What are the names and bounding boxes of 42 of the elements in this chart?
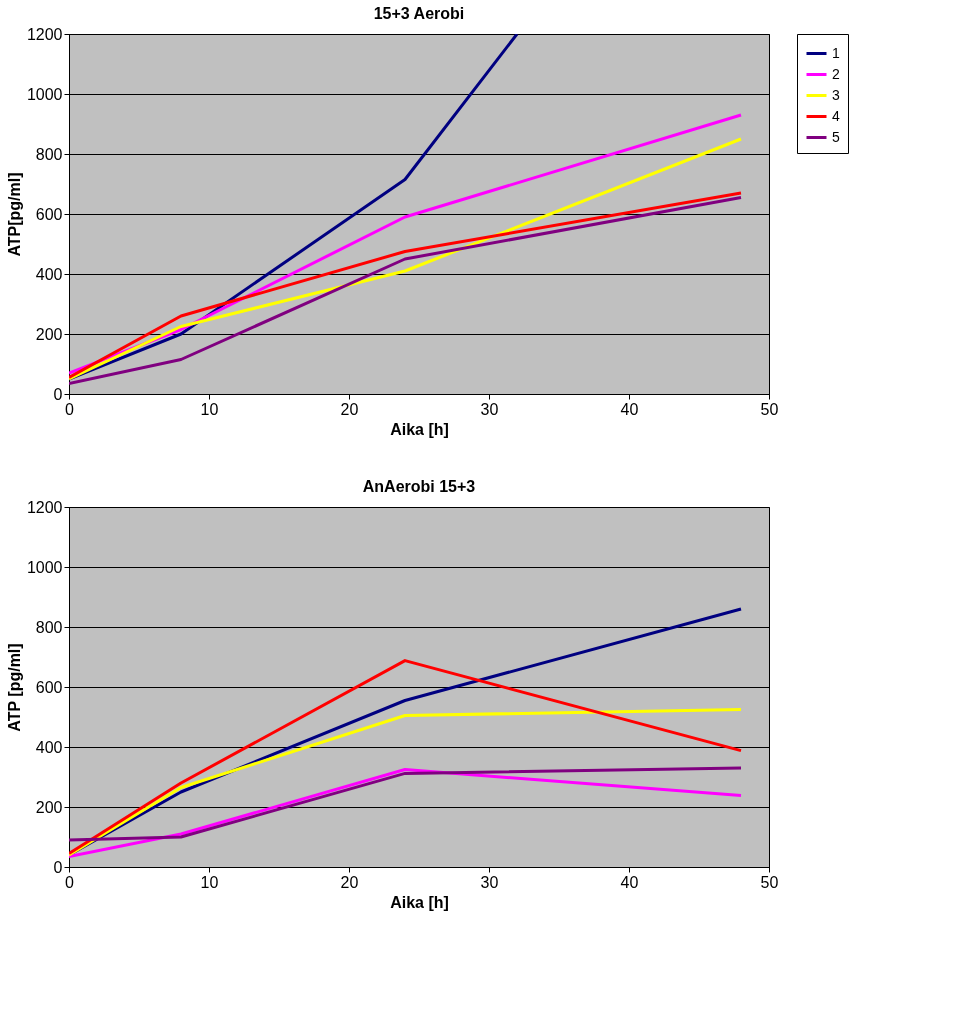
y-axis-title: ATP [pg/ml]	[5, 643, 23, 732]
line-series	[69, 766, 743, 842]
y-tick-label: 200	[35, 798, 63, 816]
line-series	[69, 768, 743, 858]
y-tick-label: 200	[35, 325, 63, 343]
x-tick-label: 40	[620, 400, 639, 418]
y-axis-title: ATP[pg/ml]	[5, 172, 23, 257]
y-tick-label: 1000	[26, 558, 63, 576]
x-tick-label: 30	[480, 400, 499, 418]
y-tick-label: 600	[35, 205, 63, 223]
y-tick-label: 400	[35, 265, 63, 283]
x-tick-label: 10	[200, 873, 219, 891]
y-tick-label: 400	[35, 738, 63, 756]
y-tick-label: 800	[35, 145, 63, 163]
x-tick-label: 20	[340, 873, 359, 891]
y-tick-label: 0	[53, 385, 63, 403]
y-tick-label: 600	[35, 678, 63, 696]
legend-label: 4	[832, 107, 840, 124]
y-tick-label: 1200	[26, 25, 63, 43]
line-series	[69, 659, 743, 855]
y-tick-label: 800	[35, 618, 63, 636]
x-tick-label: 40	[620, 873, 639, 891]
y-tick-label: 0	[53, 858, 63, 876]
chart-title: AnAerobi 15+3	[362, 478, 476, 495]
x-tick-label: 50	[760, 873, 779, 891]
legend-label: 2	[832, 65, 840, 82]
y-tick-label: 1000	[26, 85, 63, 103]
x-tick-label: 50	[760, 400, 779, 418]
x-tick-label: 30	[480, 873, 499, 891]
line-series	[69, 708, 743, 857]
x-tick-label: 20	[340, 400, 359, 418]
line-series	[69, 34, 519, 381]
x-tick-label: 0	[65, 400, 75, 418]
legend-label: 1	[832, 44, 840, 61]
x-tick-label: 10	[200, 400, 219, 418]
x-tick-label: 0	[65, 873, 75, 891]
legend-label: 5	[832, 128, 840, 145]
x-axis-title: Aika [h]	[390, 420, 449, 438]
legend-label: 3	[832, 86, 840, 103]
chart-title: 15+3 Aerobi	[373, 5, 465, 22]
x-axis-title: Aika [h]	[390, 893, 449, 911]
y-tick-label: 1200	[26, 498, 63, 516]
